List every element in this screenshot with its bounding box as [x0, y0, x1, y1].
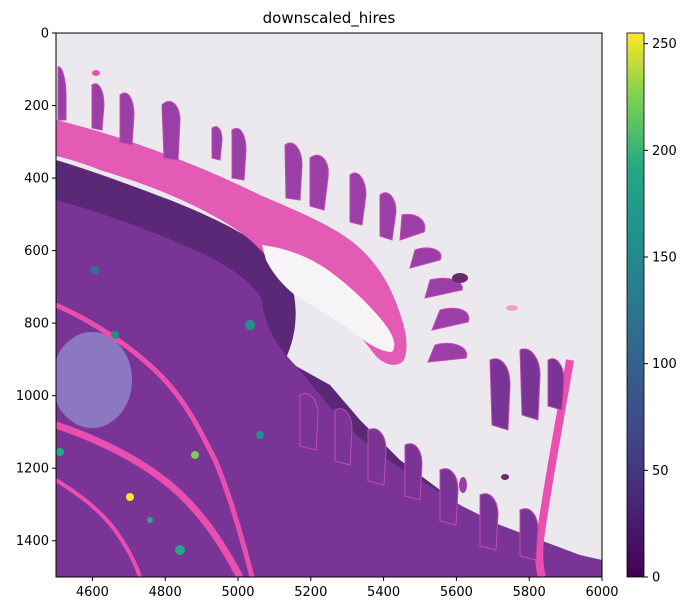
y-axis: 0 200 400 600 800 1000 1200 1400: [16, 27, 56, 549]
colorbar-tick-label: 50: [652, 464, 669, 479]
villi-upper: [57, 66, 470, 363]
blob-2: [501, 474, 509, 480]
muscle-stripe-3: [56, 478, 142, 577]
y-tick-label: 1000: [16, 389, 49, 404]
chart-title: downscaled_hires: [263, 9, 396, 28]
x-tick-label: 5000: [221, 585, 254, 600]
muscle-stripe-1: [56, 421, 244, 577]
y-tick-label: 1200: [16, 462, 49, 477]
colorbar: [626, 32, 645, 578]
lymphoid-follicle: [56, 332, 132, 428]
x-tick-label: 5600: [440, 585, 473, 600]
x-tick-label: 5200: [294, 585, 327, 600]
x-tick-label: 4600: [76, 585, 109, 600]
tissue-image: [56, 33, 602, 577]
y-tick-label: 600: [24, 244, 49, 259]
x-axis: 4600 4800 5000 5200 5400 5600 5800 6000: [76, 577, 619, 600]
x-tick-label: 6000: [585, 585, 618, 600]
y-tick-label: 0: [41, 27, 49, 42]
mucosa-lower: [56, 200, 602, 577]
y-tick-label: 400: [24, 172, 49, 187]
plot-frame: [55, 32, 603, 578]
y-tick-label: 1400: [16, 534, 49, 549]
muscle-band-upper: [56, 120, 407, 365]
colorbar-axis: 0 50 100 150 200 250: [644, 37, 677, 586]
colorbar-tick-label: 200: [652, 144, 677, 159]
colorbar-tick-label: 250: [652, 37, 677, 52]
signal-hotspots: [56, 266, 264, 555]
y-tick-label: 800: [24, 317, 49, 332]
blob-4: [506, 305, 518, 311]
muscle-stripe-2: [56, 302, 255, 577]
blob-3: [459, 477, 467, 493]
blob-1: [452, 273, 468, 283]
blob-5: [92, 70, 100, 76]
lumen-inner: [262, 245, 395, 352]
y-tick-label: 200: [24, 99, 49, 114]
villi-lower-right: [299, 348, 565, 561]
x-tick-label: 4800: [149, 585, 182, 600]
x-tick-label: 5800: [513, 585, 546, 600]
x-tick-label: 5400: [367, 585, 400, 600]
colorbar-tick-label: 150: [652, 251, 677, 266]
colorbar-tick-label: 100: [652, 357, 677, 372]
colorbar-tick-label: 0: [652, 571, 660, 586]
